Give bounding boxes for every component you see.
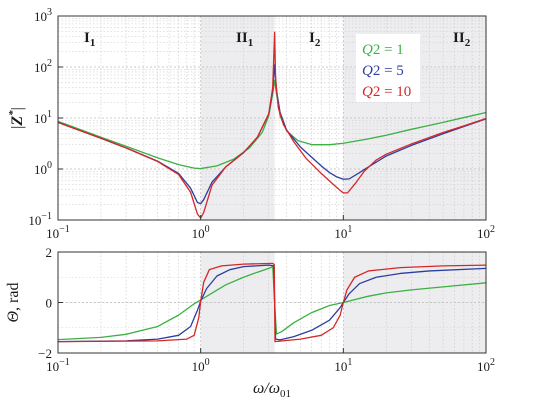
x-tick-label: 10−1 bbox=[46, 357, 70, 374]
x-tick-label: 100 bbox=[192, 357, 210, 374]
x-tick-label: 10−1 bbox=[46, 224, 70, 241]
region-label: I2 bbox=[309, 30, 321, 49]
y-tick-label: −2 bbox=[38, 346, 52, 361]
phase-panel: 10−1 100 101 102 −2 0 2 Θ, rad ω/ω01 bbox=[5, 245, 495, 400]
y-tick-label: 0 bbox=[46, 296, 53, 311]
x-tick-label: 102 bbox=[477, 357, 495, 374]
x-tick-label: 100 bbox=[192, 224, 210, 241]
y-axis-label: |Z*| bbox=[7, 107, 26, 129]
y-tick-label: 102 bbox=[34, 58, 52, 75]
x-tick-label: 101 bbox=[334, 224, 352, 241]
legend-box bbox=[356, 34, 420, 102]
y-tick-label: 100 bbox=[34, 160, 52, 177]
legend-entry: Q2 = 1 bbox=[362, 42, 404, 58]
y-tick-label: 10−1 bbox=[28, 211, 52, 228]
x-tick-label: 101 bbox=[334, 357, 352, 374]
magnitude-panel: 10−1 100 101 102 10−1 100 101 102 103 |Z*| I1 II1 I2… bbox=[7, 7, 495, 241]
x-axis-label: ω/ω01 bbox=[253, 380, 291, 400]
series-line-1 bbox=[57, 79, 487, 170]
x-tick-label: 102 bbox=[477, 224, 495, 241]
region-label: II1 bbox=[236, 30, 253, 49]
region-label: I1 bbox=[84, 30, 95, 49]
y-axis-label: Θ, rad bbox=[5, 283, 22, 323]
legend: Q2 = 1 Q2 = 5 Q2 = 10 bbox=[356, 34, 420, 102]
legend-entry: Q2 = 5 bbox=[362, 63, 404, 79]
y-tick-label: 103 bbox=[34, 7, 52, 24]
series-line-3 bbox=[57, 262, 487, 343]
y-tick-label: 2 bbox=[46, 245, 53, 260]
region-label: II2 bbox=[453, 30, 471, 49]
y-tick-label: 101 bbox=[34, 109, 52, 126]
series-line-3 bbox=[57, 31, 487, 219]
legend-entry: Q2 = 10 bbox=[362, 84, 411, 100]
